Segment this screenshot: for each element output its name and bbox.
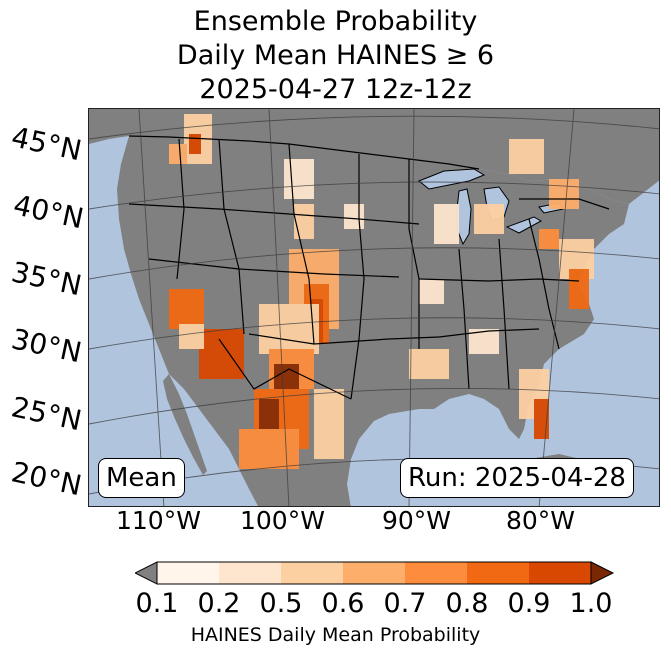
- colorbar: [135, 561, 615, 585]
- title-line-2: Daily Mean HAINES ≥ 6: [176, 40, 495, 71]
- colorbar-cell: [219, 562, 282, 584]
- border-line: [408, 159, 420, 349]
- lake-superior: [418, 168, 486, 190]
- shade-cell: [534, 399, 549, 439]
- shade-cell: [274, 364, 299, 389]
- border-line: [128, 203, 420, 225]
- graticule: [89, 109, 659, 506]
- canada-land: [89, 109, 659, 204]
- shade-cell: [239, 429, 299, 469]
- shade-cell: [539, 229, 559, 249]
- border-line: [458, 248, 470, 390]
- mean-label-box: Mean: [98, 458, 185, 498]
- colorbar-cell: [343, 562, 406, 584]
- grid-line: [268, 109, 290, 506]
- grid-line: [408, 109, 415, 506]
- colorbar-tick-label: 0.2: [197, 588, 241, 619]
- shade-cell: [569, 269, 589, 309]
- grid-line: [538, 109, 575, 506]
- shade-cell: [549, 179, 579, 209]
- border-line: [248, 333, 440, 345]
- colorbar-tick-label: 0.8: [445, 588, 489, 619]
- colorbar-cell: [405, 562, 468, 584]
- shade-cell: [189, 134, 201, 154]
- title-line-3: 2025-04-27 12z-12z: [199, 74, 472, 105]
- shade-cell: [474, 204, 504, 234]
- lat-label-40: 40°N: [10, 188, 87, 236]
- border-line: [218, 138, 245, 335]
- colorbar-tick-label: 0.6: [321, 588, 365, 619]
- shade-cell: [284, 159, 314, 199]
- colorbar-tick-label: 1.0: [569, 588, 613, 619]
- border-line: [176, 138, 185, 280]
- shade-cell: [419, 279, 444, 304]
- border-line: [528, 218, 560, 350]
- colorbar-over-arrow: [590, 561, 615, 585]
- shade-cell: [179, 324, 204, 349]
- lon-label-90: 90°W: [382, 506, 452, 535]
- lat-label-45: 45°N: [8, 120, 85, 168]
- colorbar-tick-label: 0.9: [507, 588, 551, 619]
- probability-shading: [169, 114, 594, 469]
- grid-line: [89, 181, 659, 210]
- colorbar-cell: [157, 562, 220, 584]
- baja-peninsula: [163, 374, 207, 475]
- shade-cell: [314, 389, 344, 459]
- border-line: [498, 238, 510, 390]
- lat-label-20: 20°N: [8, 455, 85, 503]
- colorbar-outline: [156, 561, 592, 585]
- shade-cell: [169, 289, 204, 329]
- colorbar-cells: [157, 562, 592, 584]
- border-line: [128, 135, 480, 170]
- shade-cell: [199, 329, 244, 379]
- grid-line: [89, 317, 659, 350]
- lake-erie: [505, 216, 543, 234]
- lon-label-110: 110°W: [116, 506, 201, 535]
- shade-cell: [259, 304, 319, 354]
- shade-cell: [434, 204, 459, 244]
- colorbar-cell: [467, 562, 530, 584]
- colorbar-cell: [529, 562, 592, 584]
- shade-cell: [259, 399, 279, 429]
- lon-label-100: 100°W: [240, 506, 325, 535]
- border-line: [148, 258, 400, 278]
- shade-cell: [409, 349, 449, 379]
- border-line: [218, 338, 352, 400]
- border-line: [438, 328, 540, 338]
- border-line: [350, 154, 365, 400]
- probability-map: [88, 108, 660, 507]
- grid-line: [89, 387, 659, 425]
- colorbar-tick-label: 0.1: [135, 588, 179, 619]
- shade-cell: [344, 204, 364, 229]
- shade-cell: [169, 144, 187, 164]
- grid-line: [89, 247, 659, 280]
- colorbar-cell: [281, 562, 344, 584]
- grid-line: [138, 109, 165, 506]
- border-line: [519, 198, 610, 210]
- border-line: [288, 143, 315, 345]
- colorbar-label: HAINES Daily Mean Probability: [190, 624, 481, 646]
- colorbar-under-arrow: [135, 561, 158, 585]
- title-line-1: Ensemble Probability: [193, 6, 478, 37]
- colorbar-tick-label: 0.5: [259, 588, 303, 619]
- shade-cell: [509, 139, 544, 174]
- run-label-box: Run: 2025-04-28: [400, 458, 634, 498]
- lon-label-80: 80°W: [506, 506, 576, 535]
- shade-cell: [294, 204, 314, 239]
- grid-line: [89, 115, 659, 140]
- colorbar-tick-label: 0.7: [383, 588, 427, 619]
- pacific-island: [147, 112, 163, 131]
- map-svg: [89, 109, 659, 506]
- lat-label-35: 35°N: [8, 255, 85, 303]
- lat-label-30: 30°N: [8, 322, 85, 370]
- lat-label-25: 25°N: [8, 390, 85, 438]
